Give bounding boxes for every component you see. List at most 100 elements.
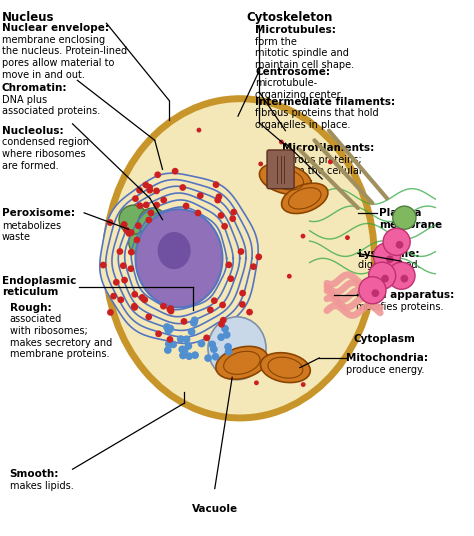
Text: Vacuole: Vacuole: [191, 504, 238, 514]
Circle shape: [160, 303, 167, 310]
Text: makes lipids.: makes lipids.: [9, 481, 73, 491]
Circle shape: [131, 304, 138, 311]
Circle shape: [181, 318, 187, 325]
Circle shape: [165, 340, 173, 348]
Circle shape: [188, 328, 195, 336]
Circle shape: [160, 197, 167, 204]
Text: Lysosome:: Lysosome:: [358, 249, 419, 259]
Circle shape: [181, 347, 188, 354]
Text: DNA plus
associated proteins.: DNA plus associated proteins.: [2, 95, 100, 116]
Circle shape: [211, 353, 219, 361]
Circle shape: [128, 265, 134, 272]
Circle shape: [328, 160, 333, 165]
Circle shape: [168, 308, 174, 315]
Circle shape: [290, 154, 295, 159]
Text: metabolizes
waste: metabolizes waste: [2, 221, 61, 242]
Circle shape: [184, 342, 192, 350]
Circle shape: [166, 336, 173, 343]
Circle shape: [246, 309, 253, 316]
Circle shape: [198, 340, 205, 347]
Circle shape: [178, 346, 186, 353]
Circle shape: [141, 296, 148, 303]
Circle shape: [142, 182, 149, 188]
Circle shape: [172, 168, 179, 175]
Circle shape: [135, 222, 142, 229]
Circle shape: [100, 262, 107, 269]
Circle shape: [179, 184, 186, 191]
Circle shape: [134, 236, 140, 243]
Circle shape: [393, 206, 416, 229]
Circle shape: [131, 291, 138, 297]
Circle shape: [211, 297, 218, 304]
Circle shape: [191, 351, 199, 359]
Circle shape: [117, 248, 123, 255]
Circle shape: [163, 323, 171, 331]
Circle shape: [153, 202, 160, 209]
Circle shape: [218, 321, 225, 327]
Ellipse shape: [136, 209, 222, 308]
Circle shape: [229, 215, 236, 222]
Circle shape: [345, 235, 350, 240]
Circle shape: [107, 219, 113, 226]
Circle shape: [239, 301, 246, 308]
Circle shape: [166, 325, 174, 332]
Circle shape: [113, 279, 120, 286]
Circle shape: [239, 290, 246, 296]
Circle shape: [167, 305, 174, 312]
Circle shape: [223, 331, 230, 339]
Ellipse shape: [282, 183, 328, 213]
Circle shape: [374, 243, 401, 270]
Circle shape: [225, 348, 232, 355]
Text: Centrosome:: Centrosome:: [255, 67, 330, 77]
Ellipse shape: [216, 346, 268, 379]
Circle shape: [369, 262, 396, 289]
Circle shape: [195, 210, 201, 217]
Circle shape: [128, 227, 158, 256]
Circle shape: [388, 262, 415, 289]
Circle shape: [169, 340, 177, 348]
Circle shape: [137, 202, 143, 209]
Circle shape: [121, 277, 128, 284]
Text: Microtubules:: Microtubules:: [255, 25, 336, 35]
Circle shape: [143, 202, 150, 209]
Circle shape: [214, 197, 221, 204]
Text: digests food.: digests food.: [358, 260, 420, 270]
Text: microtubule-
organizing center.: microtubule- organizing center.: [255, 78, 343, 100]
Text: Plasma: Plasma: [379, 208, 422, 218]
Text: modifies proteins.: modifies proteins.: [356, 302, 444, 312]
Circle shape: [218, 212, 225, 219]
Text: Mitochondria:: Mitochondria:: [346, 353, 428, 363]
Circle shape: [155, 330, 162, 337]
Circle shape: [228, 276, 234, 282]
Circle shape: [146, 184, 153, 191]
Text: Cytoplasm: Cytoplasm: [353, 334, 415, 344]
Circle shape: [230, 209, 237, 215]
Circle shape: [164, 346, 172, 354]
Circle shape: [254, 381, 259, 385]
Circle shape: [110, 293, 117, 300]
Circle shape: [166, 306, 173, 312]
Circle shape: [118, 296, 124, 303]
Circle shape: [224, 343, 232, 351]
Circle shape: [177, 335, 184, 343]
Circle shape: [138, 208, 167, 237]
Circle shape: [209, 340, 216, 348]
Circle shape: [131, 303, 138, 310]
Circle shape: [126, 230, 132, 237]
Text: associated
with ribosomes;
makes secretory and
membrane proteins.: associated with ribosomes; makes secreto…: [9, 315, 112, 359]
Text: Rough:: Rough:: [9, 303, 51, 313]
Circle shape: [381, 275, 389, 282]
Circle shape: [221, 223, 228, 229]
Ellipse shape: [261, 353, 310, 383]
Circle shape: [120, 262, 127, 269]
Ellipse shape: [158, 232, 191, 269]
Circle shape: [237, 248, 245, 255]
Circle shape: [217, 333, 225, 341]
Circle shape: [401, 275, 408, 282]
Circle shape: [255, 254, 262, 260]
Text: Microfilaments:: Microfilaments:: [283, 143, 375, 153]
Circle shape: [258, 161, 263, 166]
Circle shape: [165, 326, 173, 334]
Text: Nuclear envelope:: Nuclear envelope:: [2, 23, 109, 33]
Circle shape: [279, 373, 284, 377]
